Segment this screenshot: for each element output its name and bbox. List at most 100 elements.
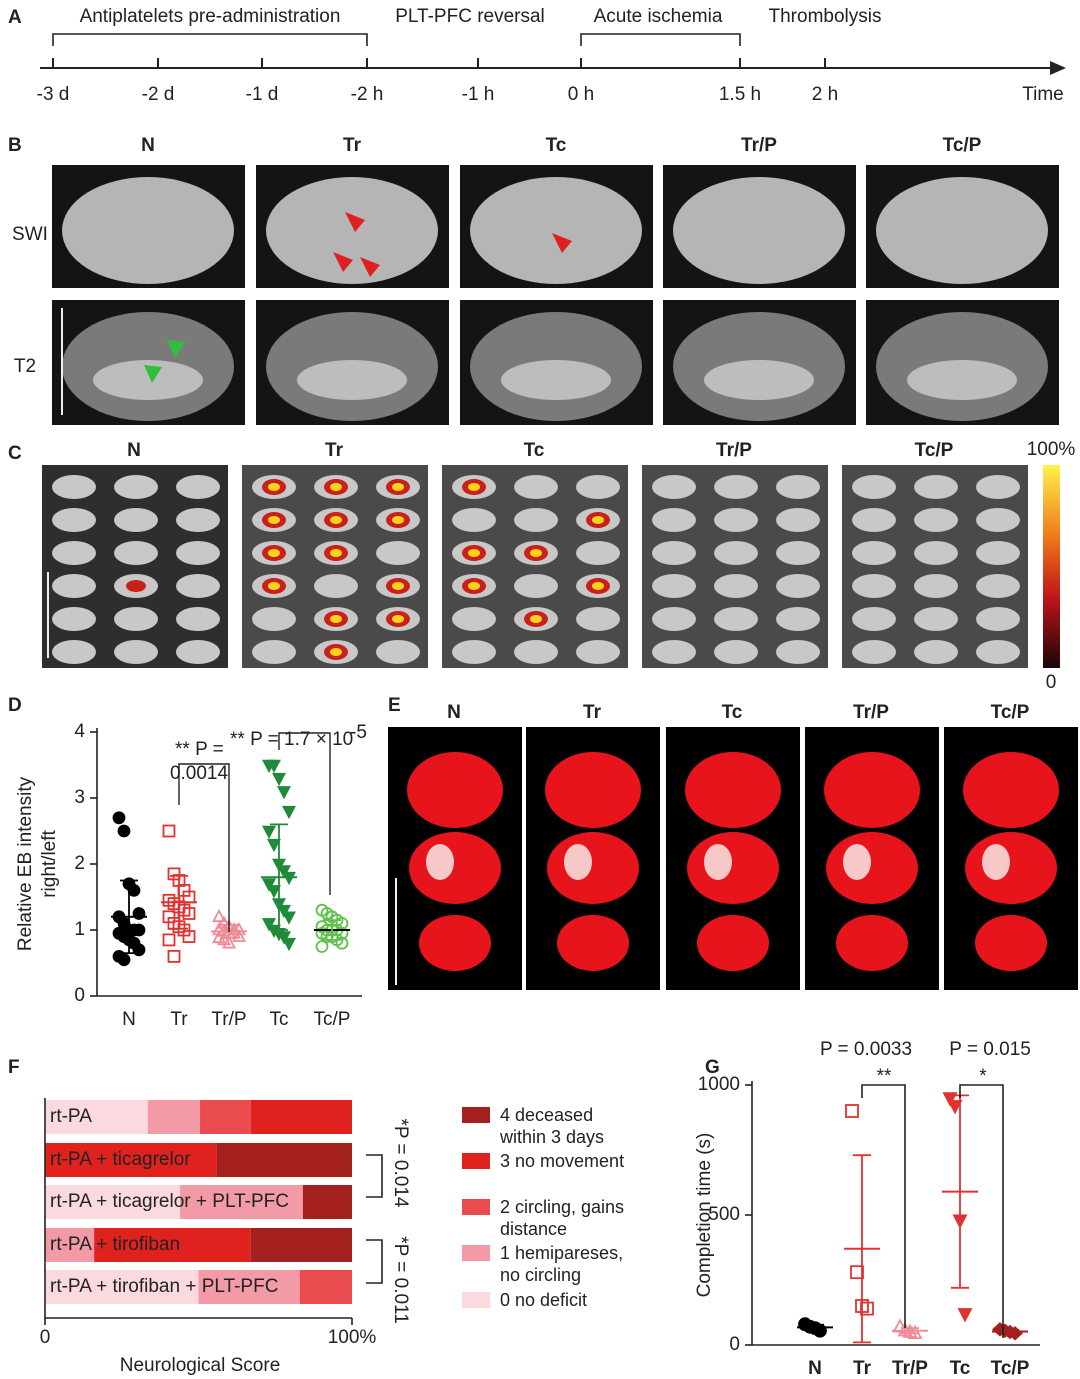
brain-slice (576, 475, 620, 499)
brain-section (557, 915, 629, 971)
point (277, 786, 291, 800)
brain-detail (501, 360, 611, 400)
x-axis-label: Neurological Score (120, 1355, 281, 1376)
brain-slice (976, 607, 1020, 631)
point (232, 928, 246, 942)
bar-segment (180, 1185, 303, 1219)
bar-segment (200, 1100, 251, 1134)
x-tick-label: Tc/P (991, 1358, 1030, 1379)
infarct (426, 844, 454, 880)
tick-label: -3 d (37, 84, 70, 105)
brain-slice (914, 508, 958, 532)
brain-slice (114, 508, 158, 532)
point (117, 953, 131, 967)
tick-label: 0 h (568, 84, 594, 105)
point (277, 904, 291, 919)
legend-swatch (462, 1153, 490, 1169)
y-tick-label: 4 (74, 721, 85, 742)
point (217, 931, 231, 946)
infarct (564, 844, 592, 880)
brain-slice (52, 475, 96, 499)
panel-letter: E (388, 695, 401, 716)
column-header: Tr (583, 702, 602, 723)
brain-slice (376, 541, 420, 565)
signal-core (530, 615, 542, 623)
axis-label: Time (1022, 84, 1064, 105)
brain-slice (852, 640, 896, 664)
brain-slice (852, 541, 896, 565)
arrowhead (333, 252, 353, 272)
point (845, 1104, 859, 1118)
brain-section (419, 915, 491, 971)
y-tick-label: 0 (74, 985, 85, 1006)
bar-segment (299, 1270, 352, 1304)
brain-slice (176, 607, 220, 631)
legend-swatch (462, 1245, 490, 1261)
brain-section (836, 915, 908, 971)
bar-segment (45, 1100, 148, 1134)
tick-label: -2 h (351, 84, 384, 105)
brain-slice (776, 508, 820, 532)
x-tick-label: Tc (270, 1009, 289, 1030)
brain-slice (776, 541, 820, 565)
brain-slice (976, 574, 1020, 598)
legend-swatch (462, 1107, 490, 1123)
infarct (843, 844, 871, 880)
brain-slice (176, 574, 220, 598)
signal-core (268, 582, 280, 590)
brain-slice (852, 475, 896, 499)
signal-core (392, 615, 404, 623)
y-tick-label: 500 (708, 1204, 740, 1225)
signal-core (330, 516, 342, 524)
phase-label: Acute ischemia (594, 6, 723, 27)
legend-label: 4 deceased within 3 days (500, 1105, 605, 1147)
y-axis-label: right/left (39, 829, 60, 897)
error-bar (1001, 1329, 1019, 1334)
bar-segment (45, 1185, 181, 1219)
x-tick-label: 0 (40, 1327, 51, 1348)
bar-segment (45, 1270, 199, 1304)
brain-slice (314, 574, 358, 598)
brain-section (547, 832, 639, 904)
annotation: P = 0.015 (949, 1039, 1031, 1060)
brain-slice (852, 607, 896, 631)
brain-detail (93, 360, 203, 400)
brain-slice (914, 607, 958, 631)
tick-label: -1 h (462, 84, 495, 105)
row-label: SWI (12, 224, 48, 245)
bar-segment (302, 1185, 352, 1219)
brain-slice (176, 640, 220, 664)
signal-core (530, 549, 542, 557)
point (262, 878, 276, 892)
brain (876, 177, 1048, 284)
x-tick-label: Tr (170, 1009, 188, 1030)
point (217, 915, 231, 929)
annotation: * (979, 1066, 987, 1087)
signal-core (392, 582, 404, 590)
annotation: P = 0.0033 (820, 1039, 912, 1060)
column-header: Tc/P (943, 135, 982, 156)
point (182, 907, 196, 920)
category-label: rt-PA + ticagrelor (50, 1149, 191, 1170)
brain-section (975, 915, 1047, 971)
bracket (861, 1084, 906, 1328)
x-tick-label: Tc (950, 1358, 971, 1379)
x-tick-label: Tc/P (314, 1009, 351, 1030)
brain-slice (114, 541, 158, 565)
point (277, 865, 291, 879)
point (957, 1308, 973, 1323)
arrowhead (345, 212, 365, 232)
brain-slice (252, 640, 296, 664)
phase-label: Thrombolysis (769, 6, 882, 27)
column-header: N (447, 702, 461, 723)
y-tick-label: 3 (74, 787, 85, 808)
brain-slice (452, 607, 496, 631)
bracket (959, 1084, 1004, 1338)
panel-letter: A (8, 7, 22, 28)
brain-slice (114, 607, 158, 631)
bracket (278, 732, 331, 895)
category-label: rt-PA + tirofiban (50, 1234, 180, 1255)
x-tick-label: Tr/P (892, 1358, 928, 1379)
point (222, 935, 236, 949)
